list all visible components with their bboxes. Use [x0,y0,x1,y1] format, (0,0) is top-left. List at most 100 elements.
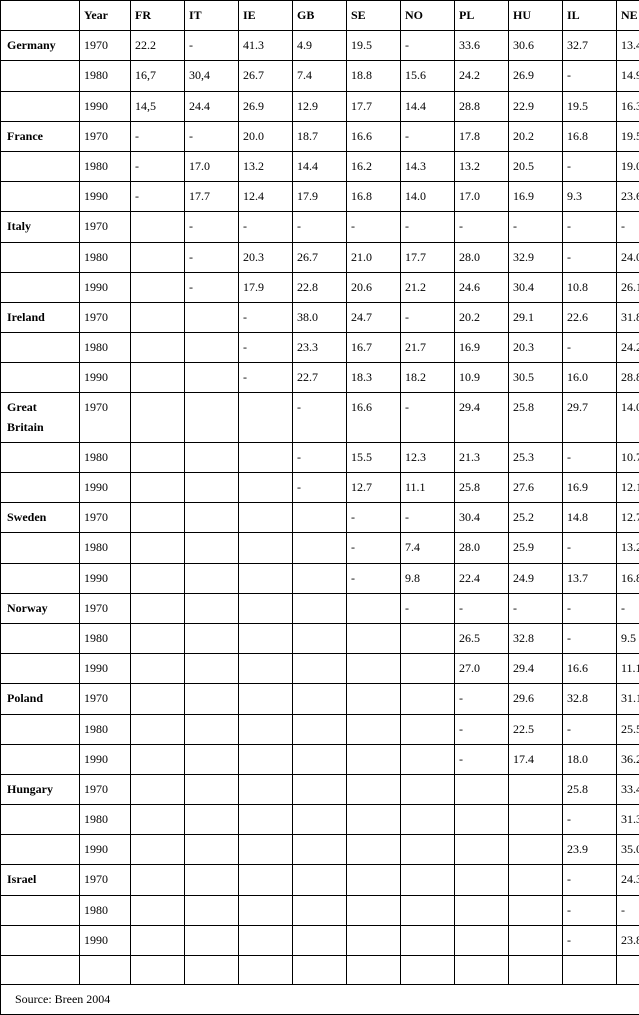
data-cell: - [401,212,455,242]
data-cell: 28.8 [617,363,639,393]
data-cell [185,623,239,653]
data-cell: - [563,623,617,653]
data-cell: 41.3 [239,31,293,61]
data-cell: 28.8 [455,91,509,121]
data-cell: 25.5 [617,714,639,744]
table-row: 1980-- [1,895,639,925]
data-cell [131,925,185,955]
data-cell: 12.3 [401,442,455,472]
data-cell [239,744,293,774]
table-row: 1990-22.718.318.210.930.516.028.8 [1,363,639,393]
data-cell [293,774,347,804]
data-cell [131,654,185,684]
data-cell: - [131,121,185,151]
data-cell: 16.0 [563,363,617,393]
data-cell: 26.1 [617,272,639,302]
data-cell: - [347,563,401,593]
data-cell: 30.5 [509,363,563,393]
data-cell: 12.1 [617,473,639,503]
data-cell [239,956,293,985]
year-cell: 1990 [80,744,131,774]
country-cell: Italy [1,212,80,242]
country-cell: France [1,121,80,151]
data-cell [185,805,239,835]
data-cell [401,805,455,835]
data-cell: 16.3 [617,91,639,121]
data-cell: 17.7 [401,242,455,272]
data-cell: 14.4 [401,91,455,121]
data-cell [239,393,293,442]
table-row: 1980-15.512.321.325.3-10.7 [1,442,639,472]
data-cell: 14.0 [617,393,639,442]
data-cell [293,503,347,533]
data-cell: - [347,533,401,563]
data-cell [509,956,563,985]
country-cell: Ireland [1,302,80,332]
table-row: 1990-23.8 [1,925,639,955]
data-cell: 22.8 [293,272,347,302]
data-cell: 16.9 [563,473,617,503]
data-cell [131,774,185,804]
data-cell: - [293,473,347,503]
data-cell [347,865,401,895]
data-cell: - [455,212,509,242]
country-cell [1,442,80,472]
table-row: Sweden1970--30.425.214.812.7 [1,503,639,533]
data-cell [131,302,185,332]
data-cell: 18.7 [293,121,347,151]
data-cell: 22.9 [509,91,563,121]
data-cell [185,774,239,804]
data-cell [131,442,185,472]
data-cell: 16.8 [563,121,617,151]
data-cell: 13.2 [455,151,509,181]
data-cell: - [401,302,455,332]
page-container: YearFRITIEGBSENOPLHUILNE Germany197022.2… [0,0,639,1015]
data-cell: 21.3 [455,442,509,472]
data-cell: 30.6 [509,31,563,61]
data-cell [293,956,347,985]
data-cell [293,835,347,865]
data-cell: 16.9 [509,182,563,212]
country-cell [1,654,80,684]
data-cell: 18.0 [563,744,617,774]
data-cell: 17.0 [185,151,239,181]
data-cell: 25.2 [509,503,563,533]
table-foot: Source: Breen 2004 [1,985,639,1015]
year-cell [80,956,131,985]
data-cell [239,835,293,865]
data-cell [185,302,239,332]
year-cell: 1990 [80,925,131,955]
table-row: 1980-22.5-25.5 [1,714,639,744]
year-cell: 1980 [80,333,131,363]
data-cell: 26.7 [239,61,293,91]
header-gb: GB [293,1,347,31]
data-cell: 24.2 [617,333,639,363]
data-cell [131,714,185,744]
data-cell: 7.4 [401,533,455,563]
data-cell [563,956,617,985]
data-cell: 13.2 [617,533,639,563]
data-cell: 20.6 [347,272,401,302]
table-row: Poland1970-29.632.831.1 [1,684,639,714]
data-cell [185,895,239,925]
data-cell: - [563,593,617,623]
data-cell [293,805,347,835]
data-cell: 20.2 [455,302,509,332]
data-cell: - [509,593,563,623]
country-cell [1,242,80,272]
data-cell: - [131,151,185,181]
data-cell: 14.0 [401,182,455,212]
table-row: 1980-7.428.025.9-13.2 [1,533,639,563]
data-cell [347,774,401,804]
data-cell: 20.2 [509,121,563,151]
data-cell: - [401,121,455,151]
data-cell: 9.5 [617,623,639,653]
country-cell: Poland [1,684,80,714]
year-cell: 1970 [80,302,131,332]
year-cell: 1970 [80,503,131,533]
data-cell: 22.4 [455,563,509,593]
data-cell: 38.0 [293,302,347,332]
data-cell: 16.8 [347,182,401,212]
source-cell: Source: Breen 2004 [1,985,639,1015]
data-cell [239,503,293,533]
